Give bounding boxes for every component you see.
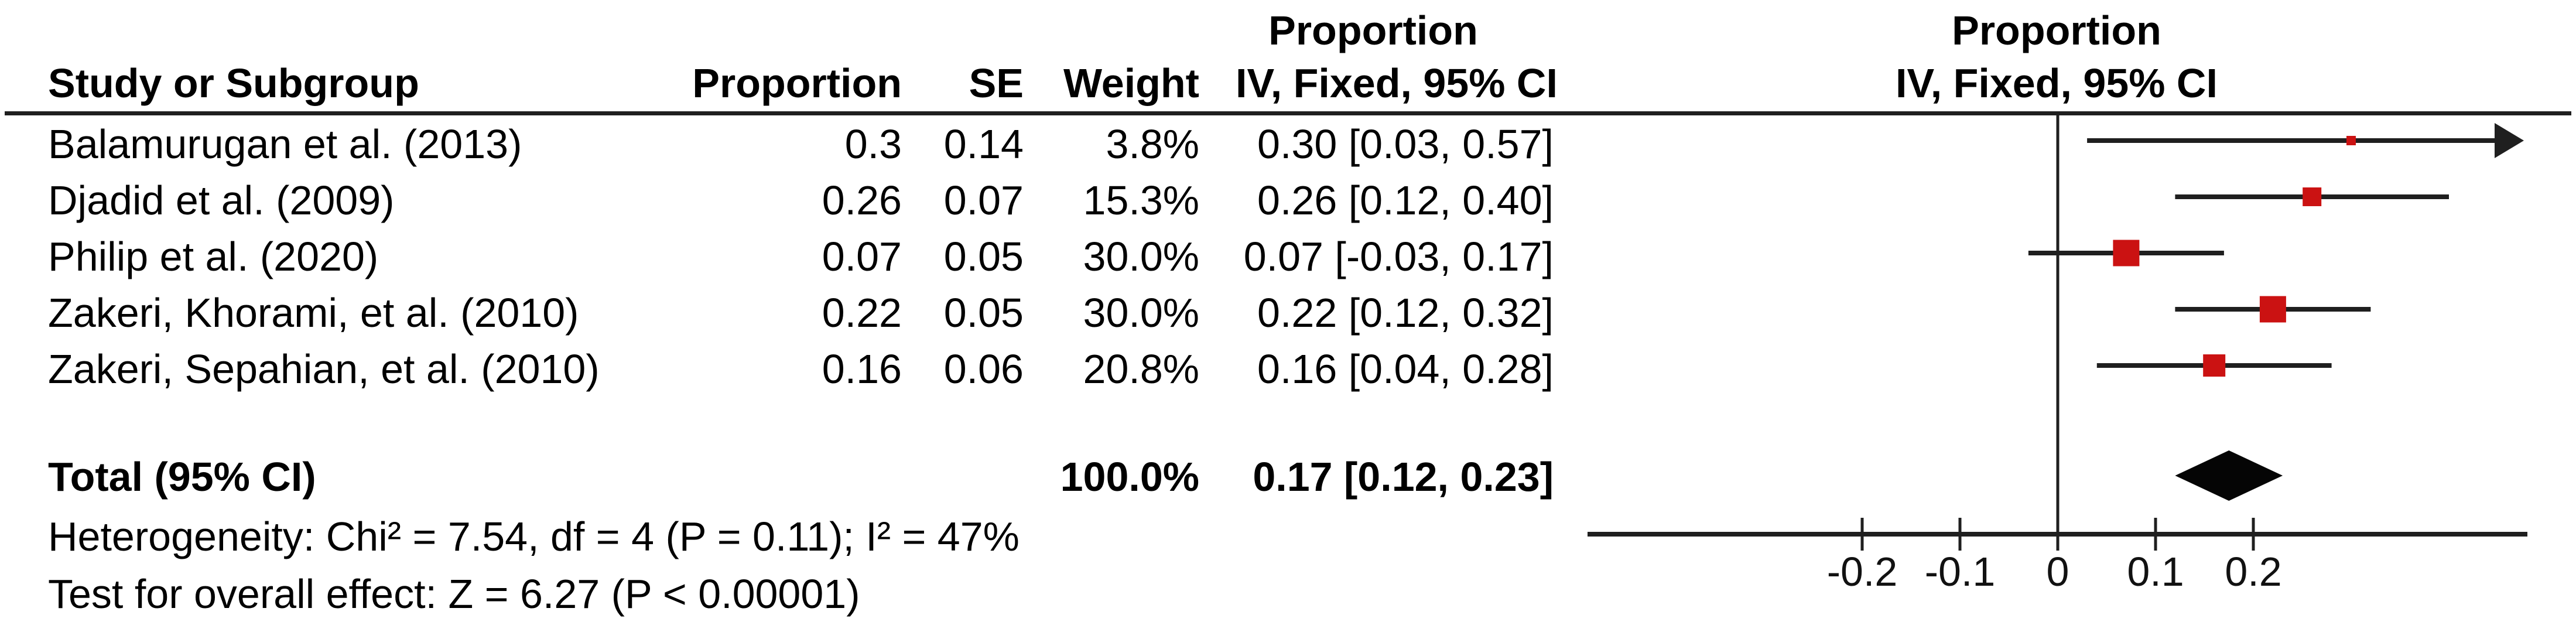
study-name: Balamurugan et al. (2013) <box>48 121 522 167</box>
total-row-label: Total (95% CI) <box>48 454 316 500</box>
ci-text: 0.22 [0.12, 0.32] <box>1257 290 1554 336</box>
proportion-value: 0.3 <box>844 121 902 167</box>
proportion-value: 0.07 <box>822 234 902 279</box>
axis-tick-label: 0.2 <box>2225 549 2281 595</box>
effect-square <box>2203 354 2226 377</box>
study-name: Djadid et al. (2009) <box>48 177 395 223</box>
se-value: 0.05 <box>943 234 1024 279</box>
summary-diamond <box>2175 450 2283 501</box>
study-name: Zakeri, Khorami, et al. (2010) <box>48 290 579 336</box>
study-name: Philip et al. (2020) <box>48 234 379 279</box>
se-value: 0.06 <box>943 346 1024 392</box>
zero-line <box>2056 115 2060 534</box>
ci-text: 0.26 [0.12, 0.40] <box>1257 177 1554 223</box>
header-rule <box>5 111 2571 115</box>
axis-tick <box>2154 518 2157 551</box>
effect-column-header-line1: Proportion <box>1268 8 1478 53</box>
weight-value: 20.8% <box>1083 346 1199 392</box>
plot-column-header-line2: IV, Fixed, 95% CI <box>1896 60 2218 106</box>
axis-tick-label: -0.2 <box>1827 549 1898 595</box>
effect-column-header-line2: IV, Fixed, 95% CI <box>1236 60 1558 106</box>
proportion-column-header: Proportion <box>692 60 902 106</box>
weight-value: 30.0% <box>1083 290 1199 336</box>
overall-effect-stats: Test for overall effect: Z = 6.27 (P < 0… <box>48 571 860 617</box>
ci-line <box>2087 138 2498 143</box>
ci-text: 0.30 [0.03, 0.57] <box>1257 121 1554 167</box>
axis-tick <box>1958 518 1962 551</box>
weight-column-header: Weight <box>1063 60 1199 106</box>
total-row-ci: 0.17 [0.12, 0.23] <box>1253 454 1554 500</box>
study-name: Zakeri, Sepahian, et al. (2010) <box>48 346 600 392</box>
axis-tick <box>2252 518 2255 551</box>
arrow-right-icon <box>2495 123 2524 158</box>
effect-square <box>2303 187 2322 206</box>
weight-value: 30.0% <box>1083 234 1199 279</box>
total-row-weight: 100.0% <box>1060 454 1199 500</box>
se-column-header: SE <box>969 60 1024 106</box>
se-value: 0.05 <box>943 290 1024 336</box>
ci-text: 0.16 [0.04, 0.28] <box>1257 346 1554 392</box>
proportion-value: 0.16 <box>822 346 902 392</box>
axis-tick-label: 0 <box>2047 549 2069 595</box>
ci-text: 0.07 [-0.03, 0.17] <box>1243 234 1554 279</box>
se-value: 0.14 <box>943 121 1024 167</box>
plot-column-header-line1: Proportion <box>1952 8 2161 53</box>
axis-tick <box>1860 518 1864 551</box>
proportion-value: 0.22 <box>822 290 902 336</box>
study-column-header: Study or Subgroup <box>48 60 419 106</box>
heterogeneity-stats: Heterogeneity: Chi² = 7.54, df = 4 (P = … <box>48 514 1020 559</box>
se-value: 0.07 <box>943 177 1024 223</box>
axis-tick-label: 0.1 <box>2127 549 2184 595</box>
weight-value: 3.8% <box>1106 121 1199 167</box>
effect-square <box>2259 296 2286 323</box>
effect-square <box>2346 136 2356 145</box>
effect-square <box>2113 240 2140 267</box>
axis-tick <box>2056 518 2060 551</box>
axis-tick-label: -0.1 <box>1925 549 1996 595</box>
proportion-value: 0.26 <box>822 177 902 223</box>
weight-value: 15.3% <box>1083 177 1199 223</box>
